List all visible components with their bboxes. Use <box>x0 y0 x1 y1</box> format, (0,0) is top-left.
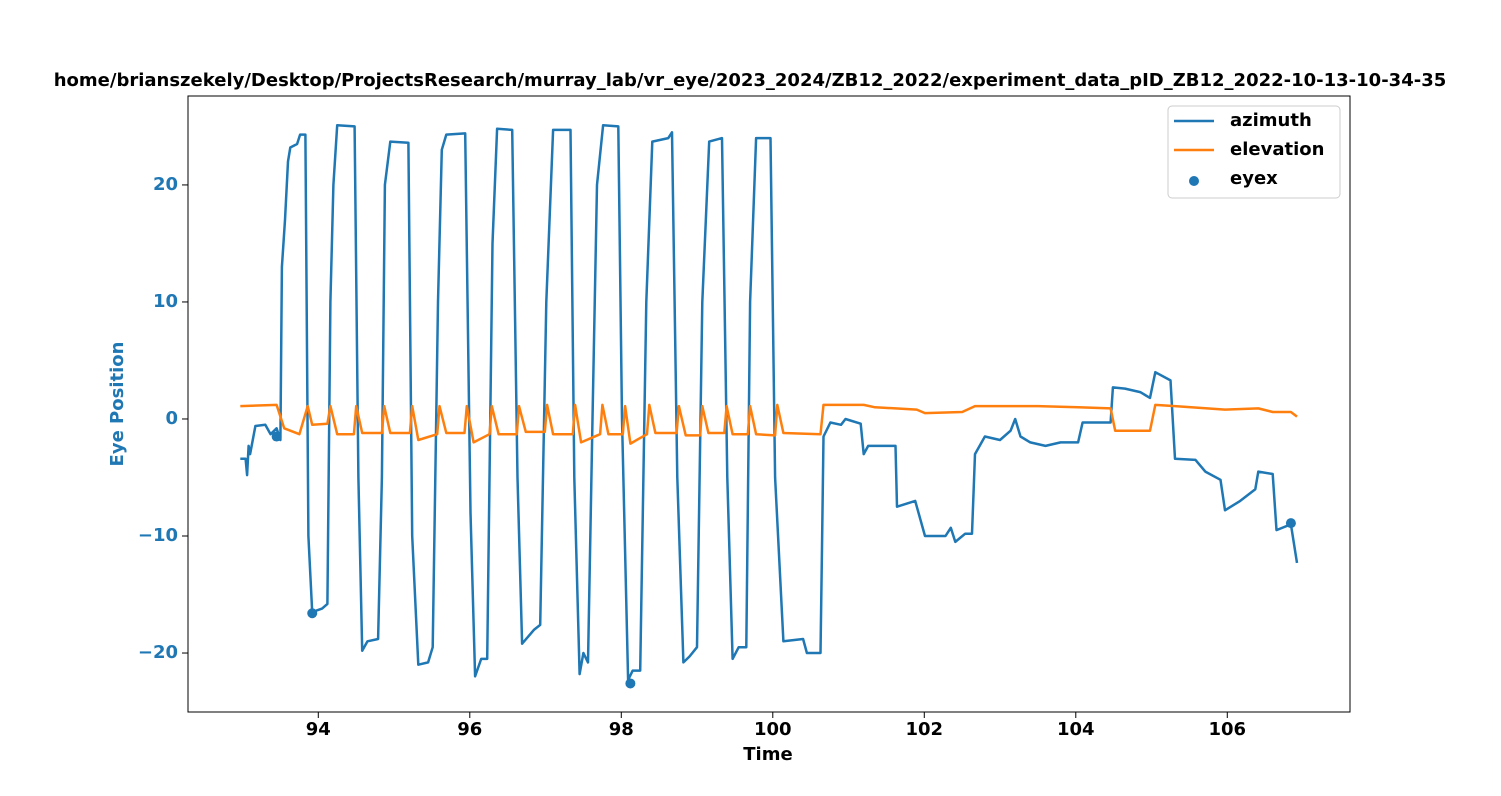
chart-title: home/brianszekely/Desktop/ProjectsResear… <box>54 70 1447 91</box>
scatter-point <box>307 608 318 619</box>
scatter-point <box>271 431 282 442</box>
x-tick-label: 96 <box>457 719 482 740</box>
scatter-point <box>1285 518 1296 529</box>
legend-swatch <box>1189 176 1199 186</box>
legend-box <box>1167 105 1341 199</box>
x-tick-label: 104 <box>1057 719 1095 740</box>
legend-label: azimuth <box>1230 110 1312 131</box>
x-tick-label: 102 <box>905 719 943 740</box>
y-tick-label: −20 <box>138 642 178 663</box>
y-tick-label: −10 <box>138 525 178 546</box>
line-elevation <box>240 403 1298 445</box>
x-tick-label: 98 <box>609 719 634 740</box>
axes-frame <box>187 95 1351 713</box>
x-tick-label: 94 <box>306 719 331 740</box>
y-axis-label: Eye Position <box>107 342 128 467</box>
y-tick-label: 10 <box>153 291 178 312</box>
x-tick-label: 100 <box>754 719 792 740</box>
y-tick-label: 0 <box>165 408 178 429</box>
x-axis-label: Time <box>743 744 792 765</box>
legend-label: eyex <box>1230 168 1278 189</box>
legend-label: elevation <box>1230 139 1324 160</box>
x-tick-label: 106 <box>1208 719 1246 740</box>
line-azimuth <box>240 124 1299 682</box>
scatter-point <box>625 678 636 689</box>
plot-area <box>240 124 1299 689</box>
y-tick-label: 20 <box>153 174 178 195</box>
